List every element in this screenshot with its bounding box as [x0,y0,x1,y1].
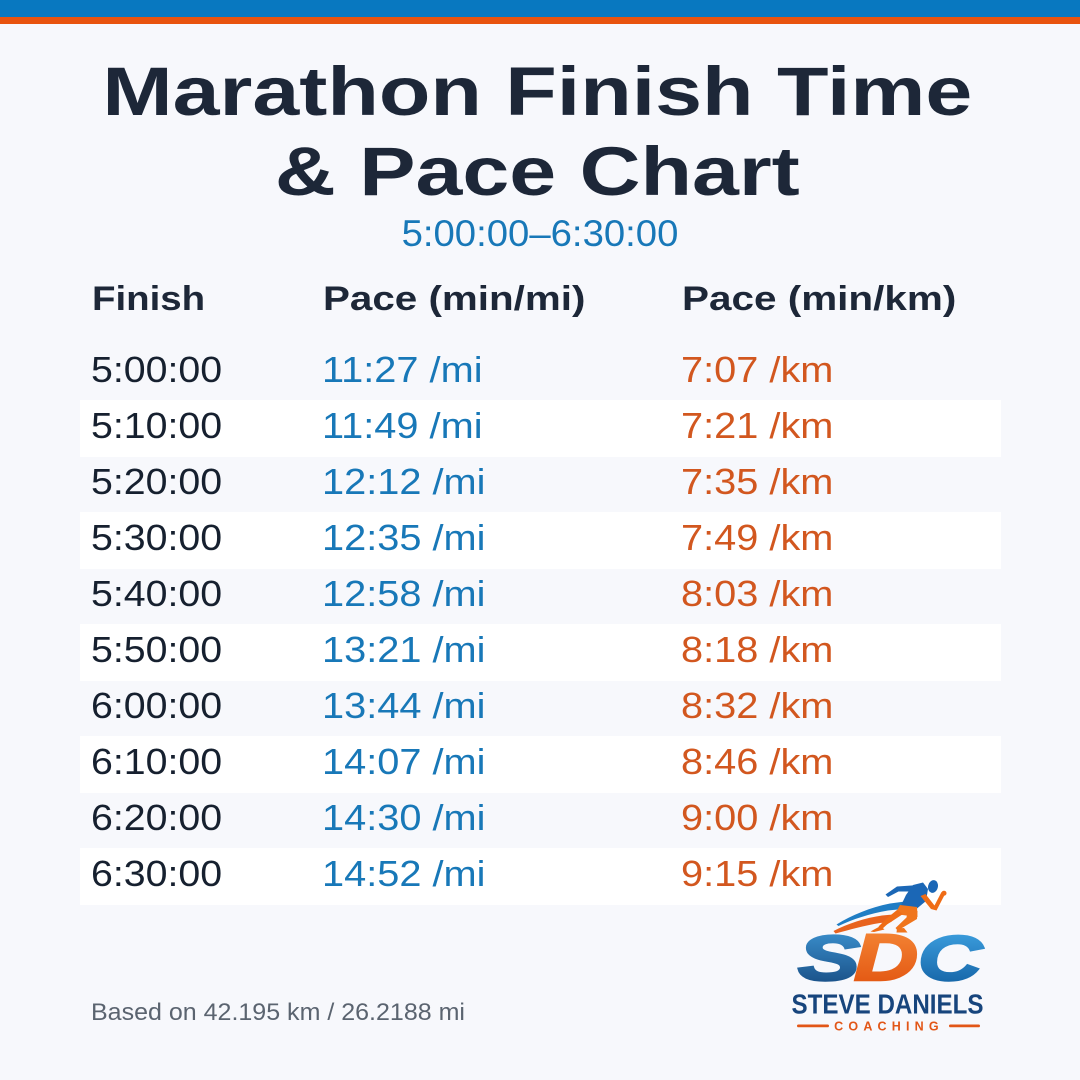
svg-text:C: C [918,924,984,994]
svg-text:S: S [798,924,860,994]
svg-text:STEVE DANIELS: STEVE DANIELS [792,989,984,1020]
svg-text:D: D [854,920,918,994]
svg-text:COACHING: COACHING [834,1020,944,1034]
